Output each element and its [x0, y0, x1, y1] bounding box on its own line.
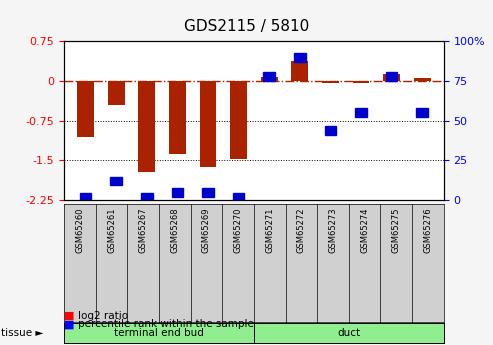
Bar — [414, 78, 431, 81]
Bar — [80, 193, 91, 201]
Text: GSM65272: GSM65272 — [297, 207, 306, 253]
Text: GSM65271: GSM65271 — [265, 207, 274, 253]
Bar — [233, 193, 245, 201]
Text: percentile rank within the sample: percentile rank within the sample — [78, 319, 254, 329]
Bar — [322, 81, 339, 83]
Text: ■: ■ — [64, 319, 74, 329]
Bar — [294, 53, 306, 62]
Bar — [141, 193, 152, 201]
Text: terminal end bud: terminal end bud — [114, 328, 204, 338]
Bar — [263, 72, 275, 81]
Bar — [230, 81, 247, 159]
Bar — [386, 72, 397, 81]
Text: GSM65273: GSM65273 — [328, 207, 338, 253]
Bar — [77, 81, 94, 137]
Text: GSM65274: GSM65274 — [360, 207, 369, 253]
Bar — [383, 74, 400, 81]
Text: ■: ■ — [64, 311, 74, 321]
Bar — [172, 188, 183, 197]
Bar — [202, 188, 214, 197]
Text: GSM65260: GSM65260 — [75, 207, 84, 253]
Bar — [169, 81, 186, 154]
Bar — [110, 177, 122, 185]
Bar — [324, 126, 336, 135]
Bar — [139, 81, 155, 172]
Bar — [291, 61, 308, 81]
Text: GSM65270: GSM65270 — [234, 207, 243, 253]
Bar — [107, 81, 125, 105]
Bar — [417, 108, 428, 117]
Text: GSM65261: GSM65261 — [107, 207, 116, 253]
Text: GSM65269: GSM65269 — [202, 207, 211, 253]
Bar — [200, 81, 216, 167]
Text: GSM65268: GSM65268 — [170, 207, 179, 253]
Text: GDS2115 / 5810: GDS2115 / 5810 — [184, 20, 309, 34]
Bar — [261, 77, 278, 81]
Text: duct: duct — [337, 328, 360, 338]
Bar — [352, 81, 369, 83]
Text: tissue ►: tissue ► — [1, 328, 43, 338]
Text: log2 ratio: log2 ratio — [78, 311, 128, 321]
Text: GSM65275: GSM65275 — [392, 207, 401, 253]
Bar — [355, 108, 367, 117]
Text: GSM65276: GSM65276 — [423, 207, 432, 253]
Text: GSM65267: GSM65267 — [139, 207, 148, 253]
